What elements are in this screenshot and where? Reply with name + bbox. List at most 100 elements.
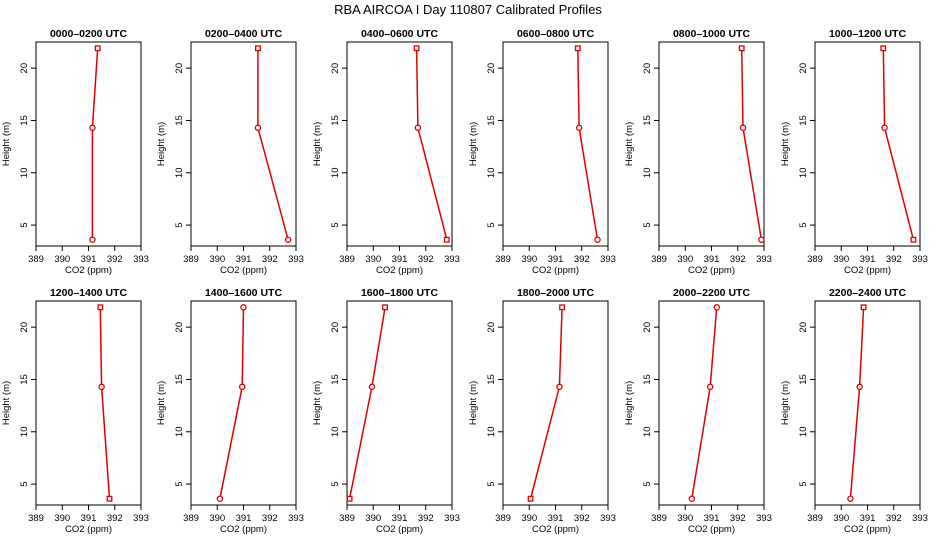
plot-frame: [190, 41, 297, 247]
plot-frame: [346, 41, 453, 247]
y-tick-label: 10: [798, 426, 809, 437]
data-point-square: [346, 495, 353, 502]
x-tick-label: 389: [651, 513, 667, 524]
y-tick-label: 15: [19, 374, 30, 385]
x-axis-label: CO2 (ppm): [844, 265, 891, 276]
data-point-square: [559, 304, 566, 311]
data-point-circle: [89, 236, 96, 243]
y-axis-label: Height (m): [156, 122, 167, 166]
y-tick-label: 10: [642, 426, 653, 437]
y-tick-label: 5: [798, 222, 809, 227]
x-tick-label: 392: [574, 513, 590, 524]
data-point-square: [443, 236, 450, 243]
profile-panel: 1800–2000 UTC 389 390 391 392 393 CO2 (ppm) 5 10…: [468, 287, 616, 535]
y-axis-label: Height (m): [468, 122, 479, 166]
x-tick-label: 393: [600, 254, 616, 265]
data-point-circle: [89, 124, 96, 132]
y-tick-label: 15: [174, 115, 185, 126]
x-tick-label: 391: [704, 513, 720, 524]
profile-panel: 0200–0400 UTC 389 390 391 392 393 CO2 (ppm) 5 10…: [156, 28, 304, 276]
data-point-circle: [240, 304, 247, 311]
x-tick-label: 393: [288, 254, 304, 265]
panel-title: 0600–0800 UTC: [517, 28, 594, 40]
x-tick-label: 390: [54, 254, 70, 265]
x-tick-label: 389: [339, 254, 355, 265]
data-point-circle: [758, 236, 765, 243]
data-point-circle: [713, 304, 721, 311]
y-tick-label: 15: [174, 374, 185, 385]
profile-panel: 1600–1800 UTC 389 390 391 392 393 CO2 (ppm) 5 10…: [312, 287, 460, 535]
y-tick-label: 15: [642, 374, 653, 385]
x-tick-label: 391: [860, 254, 876, 265]
x-tick-label: 391: [548, 513, 564, 524]
y-tick-label: 15: [642, 115, 653, 126]
y-tick-label: 15: [330, 374, 341, 385]
y-tick-label: 15: [486, 115, 497, 126]
x-tick-label: 390: [521, 513, 537, 524]
profile-panel: 0000–0200 UTC 389 390 391 392 393 CO2 (ppm) 5 10…: [1, 28, 149, 276]
x-tick-label: 389: [651, 254, 667, 265]
profile-line: [882, 48, 915, 240]
data-point-circle: [414, 124, 422, 132]
x-tick-label: 391: [548, 254, 564, 265]
x-axis-label: CO2 (ppm): [532, 265, 579, 276]
x-tick-label: 393: [912, 513, 928, 524]
x-tick-label: 392: [730, 254, 746, 265]
profile-panel: 0400–0600 UTC 389 390 391 392 393 CO2 (ppm) 5 10…: [312, 28, 460, 276]
data-point-square: [880, 45, 887, 52]
y-axis-label: Height (m): [780, 122, 791, 166]
data-point-square: [254, 45, 261, 52]
y-tick-label: 5: [486, 222, 497, 227]
plot-frame: [658, 300, 765, 506]
y-tick-label: 5: [486, 481, 497, 486]
panel-title: 1200–1400 UTC: [50, 287, 127, 299]
data-point-circle: [284, 236, 292, 243]
x-tick-label: 390: [521, 254, 537, 265]
x-tick-label: 389: [28, 513, 44, 524]
y-tick-label: 15: [330, 115, 341, 126]
x-tick-label: 391: [392, 254, 408, 265]
y-tick-label: 10: [486, 426, 497, 437]
x-tick-label: 391: [81, 513, 97, 524]
profile-panel: 0600–0800 UTC 389 390 391 392 393 CO2 (ppm) 5 10…: [468, 28, 616, 276]
data-point-square: [860, 304, 867, 311]
panel-title: 1600–1800 UTC: [361, 287, 438, 299]
profile-panel: 1400–1600 UTC 389 390 391 392 393 CO2 (ppm) 5 10…: [156, 287, 304, 535]
y-tick-label: 20: [330, 322, 341, 333]
x-tick-label: 392: [107, 254, 123, 265]
x-axis-label: CO2 (ppm): [688, 265, 735, 276]
x-axis-label: CO2 (ppm): [688, 524, 735, 535]
x-tick-label: 393: [756, 254, 772, 265]
y-tick-label: 15: [19, 115, 30, 126]
data-point-circle: [594, 236, 601, 243]
x-tick-label: 389: [28, 254, 44, 265]
x-tick-label: 391: [704, 254, 720, 265]
data-point-square: [738, 45, 745, 52]
y-tick-label: 10: [174, 426, 185, 437]
data-point-circle: [556, 383, 563, 391]
x-tick-label: 392: [107, 513, 123, 524]
y-tick-label: 15: [798, 115, 809, 126]
data-point-circle: [98, 383, 105, 391]
x-axis-label: CO2 (ppm): [65, 265, 112, 276]
y-tick-label: 5: [642, 481, 653, 486]
x-tick-label: 393: [444, 254, 460, 265]
data-point-circle: [881, 124, 888, 132]
profile-line: [577, 48, 599, 240]
x-tick-label: 392: [262, 513, 278, 524]
y-tick-label: 15: [486, 374, 497, 385]
x-tick-label: 389: [495, 513, 511, 524]
panel-title: 1400–1600 UTC: [205, 287, 282, 299]
x-tick-label: 393: [133, 254, 149, 265]
data-point-square: [94, 45, 101, 52]
profile-line: [91, 48, 99, 240]
x-tick-label: 390: [833, 254, 849, 265]
x-tick-label: 393: [600, 513, 616, 524]
panel-title: 2200–2400 UTC: [829, 287, 906, 299]
y-axis-label: Height (m): [312, 122, 323, 166]
x-tick-label: 392: [886, 513, 902, 524]
y-tick-label: 5: [19, 481, 30, 486]
y-tick-label: 20: [798, 63, 809, 74]
y-tick-label: 20: [486, 322, 497, 333]
panel-title: 1800–2000 UTC: [517, 287, 594, 299]
